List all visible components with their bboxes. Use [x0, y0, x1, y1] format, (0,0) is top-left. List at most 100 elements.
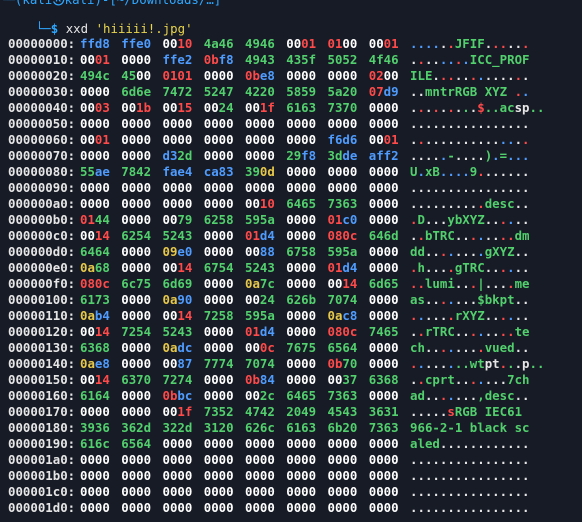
hex-group: 0024	[203, 100, 234, 115]
prompt-header: └─(kali㉿kali)-[~/Downloads/…]	[0, 0, 221, 8]
hex-group: 0000	[162, 484, 193, 499]
row-ascii: ................	[410, 132, 530, 147]
hex-group: 0ab4	[80, 308, 110, 323]
row-offset: 00000130:	[8, 340, 76, 355]
hex-group: 0000	[286, 468, 317, 483]
hex-group: 3dde	[327, 148, 358, 163]
hex-group: 0bf8	[203, 52, 234, 67]
row-ascii: ........wtpt...p..	[410, 356, 545, 371]
hex-group: 0000	[368, 244, 399, 259]
hex-group: 4f46	[368, 52, 399, 67]
hex-group: 0000	[162, 452, 193, 467]
hex-group: 0000	[203, 324, 234, 339]
hex-group: 4543	[327, 404, 358, 419]
hex-group: 0000	[245, 468, 275, 483]
hex-group: 0000	[286, 164, 317, 179]
hex-group: 0000	[203, 468, 234, 483]
hex-group: 7370	[327, 100, 358, 115]
hex-group: 0000	[368, 484, 399, 499]
hex-group: 0000	[80, 196, 110, 211]
hex-group: 0000	[368, 180, 399, 195]
row-offset: 00000140:	[8, 356, 76, 371]
hex-group: 7363	[368, 420, 399, 435]
row-offset: 00000150:	[8, 372, 76, 387]
hex-group: 5243	[162, 228, 193, 243]
hex-group: 0000	[121, 308, 152, 323]
hex-group: 0000	[327, 500, 358, 515]
hex-group: 0200	[368, 68, 399, 83]
hexdump-row: 00000150: 0014 6370 7274 0000 0b84 0000 0037 636…	[8, 372, 535, 388]
hex-group: 0000	[121, 132, 152, 147]
hex-group: 0000	[368, 260, 399, 275]
hex-group: 0000	[203, 372, 234, 387]
hex-group: 0000	[203, 180, 234, 195]
hex-group: 0000	[121, 260, 152, 275]
hexdump-row: 000001b0: 0000 0000 0000 0000 0000 0000 0000 000…	[8, 468, 535, 484]
hex-group: aff2	[368, 148, 399, 163]
hex-group: 6368	[368, 372, 399, 387]
hex-group: 0087	[162, 356, 193, 371]
hexdump-row: 000000b0: 0144 0000 0079 6258 595a 0000 01c0 000…	[8, 212, 535, 228]
row-offset: 00000050:	[8, 116, 76, 131]
hexdump-row: 00000010: 0001 0000 ffe2 0bf8 4943 435f 5052 4f4…	[8, 52, 535, 68]
hex-group: 0001	[80, 132, 110, 147]
row-hex-bytes: 0003 001b 0015 0024 001f 6163 7370 0000	[80, 100, 410, 116]
hexdump-row: 00000080: 55ae 7842 fae4 ca83 390d 0000 0000 000…	[8, 164, 535, 180]
row-offset: 00000010:	[8, 52, 76, 67]
row-hex-bytes: 0001 0000 ffe2 0bf8 4943 435f 5052 4f46	[80, 52, 410, 68]
hex-group: 0000	[203, 500, 234, 515]
row-ascii: ................	[410, 500, 530, 515]
hex-group: 0000	[286, 500, 317, 515]
hex-group: 0ae8	[80, 356, 110, 371]
row-offset: 000001a0:	[8, 452, 76, 467]
hex-group: 0001	[286, 36, 317, 51]
hex-group: 0000	[121, 52, 152, 67]
row-offset: 00000100:	[8, 292, 76, 307]
row-hex-bytes: 3936 362d 322d 3120 626c 6163 6b20 7363	[80, 420, 410, 436]
hex-group: 0000	[327, 468, 358, 483]
row-hex-bytes: 6464 0000 09e0 0000 0088 6758 595a 0000	[80, 244, 410, 260]
row-ascii: ILE.............	[410, 68, 530, 83]
hex-group: 0000	[286, 356, 317, 371]
hex-group: 2049	[286, 404, 317, 419]
row-hex-bytes: 0000 0000 0000 0000 0000 0000 0000 0000	[80, 468, 410, 484]
hex-group: 0000	[203, 452, 234, 467]
hex-group: 0000	[162, 468, 193, 483]
row-hex-bytes: 0000 0000 0000 0000 0000 0000 0000 0000	[80, 484, 410, 500]
hex-group: 7363	[327, 388, 358, 403]
hex-group: 0000	[327, 484, 358, 499]
hexdump-row: 000000d0: 6464 0000 09e0 0000 0088 6758 595a 000…	[8, 244, 535, 260]
row-ascii: ........ICC_PROF	[410, 52, 530, 67]
hex-group: 0bbc	[162, 388, 193, 403]
hex-group: 0000	[121, 212, 152, 227]
hex-group: 55ae	[80, 164, 110, 179]
hex-group: 0000	[203, 132, 234, 147]
hex-group: 7352	[203, 404, 234, 419]
row-ascii: dd........gXYZ..	[410, 244, 530, 259]
hex-group: 5247	[203, 84, 234, 99]
row-ascii: ................	[410, 180, 530, 195]
hex-group: 0adc	[162, 340, 193, 355]
hex-group: 0014	[80, 324, 110, 339]
row-ascii: ................	[410, 484, 530, 499]
hex-group: 0100	[327, 36, 358, 51]
hex-group: 595a	[327, 244, 358, 259]
hex-group: 0000	[203, 244, 234, 259]
prompt-arrow: └─	[35, 21, 51, 36]
hex-group: 0000	[368, 308, 399, 323]
hex-group: 0000	[203, 116, 234, 131]
row-ascii: ..cprt.......7ch	[410, 372, 530, 387]
row-ascii: .........$..acsp..	[410, 100, 545, 115]
hex-group: 0000	[286, 212, 317, 227]
hex-group: 0014	[80, 228, 110, 243]
hex-group: 0010	[162, 36, 193, 51]
hex-group: 0000	[203, 436, 234, 451]
hexdump-row: 00000190: 616c 6564 0000 0000 0000 0000 0000 000…	[8, 436, 535, 452]
hex-group: 0000	[80, 148, 110, 163]
row-hex-bytes: 6164 0000 0bbc 0000 002c 6465 7363 0000	[80, 388, 410, 404]
hex-group: 29f8	[286, 148, 317, 163]
row-ascii: .h....gTRC......	[410, 260, 530, 275]
hex-group: 0000	[368, 116, 399, 131]
hexdump-row: 00000040: 0003 001b 0015 0024 001f 6163 7370 000…	[8, 100, 545, 116]
